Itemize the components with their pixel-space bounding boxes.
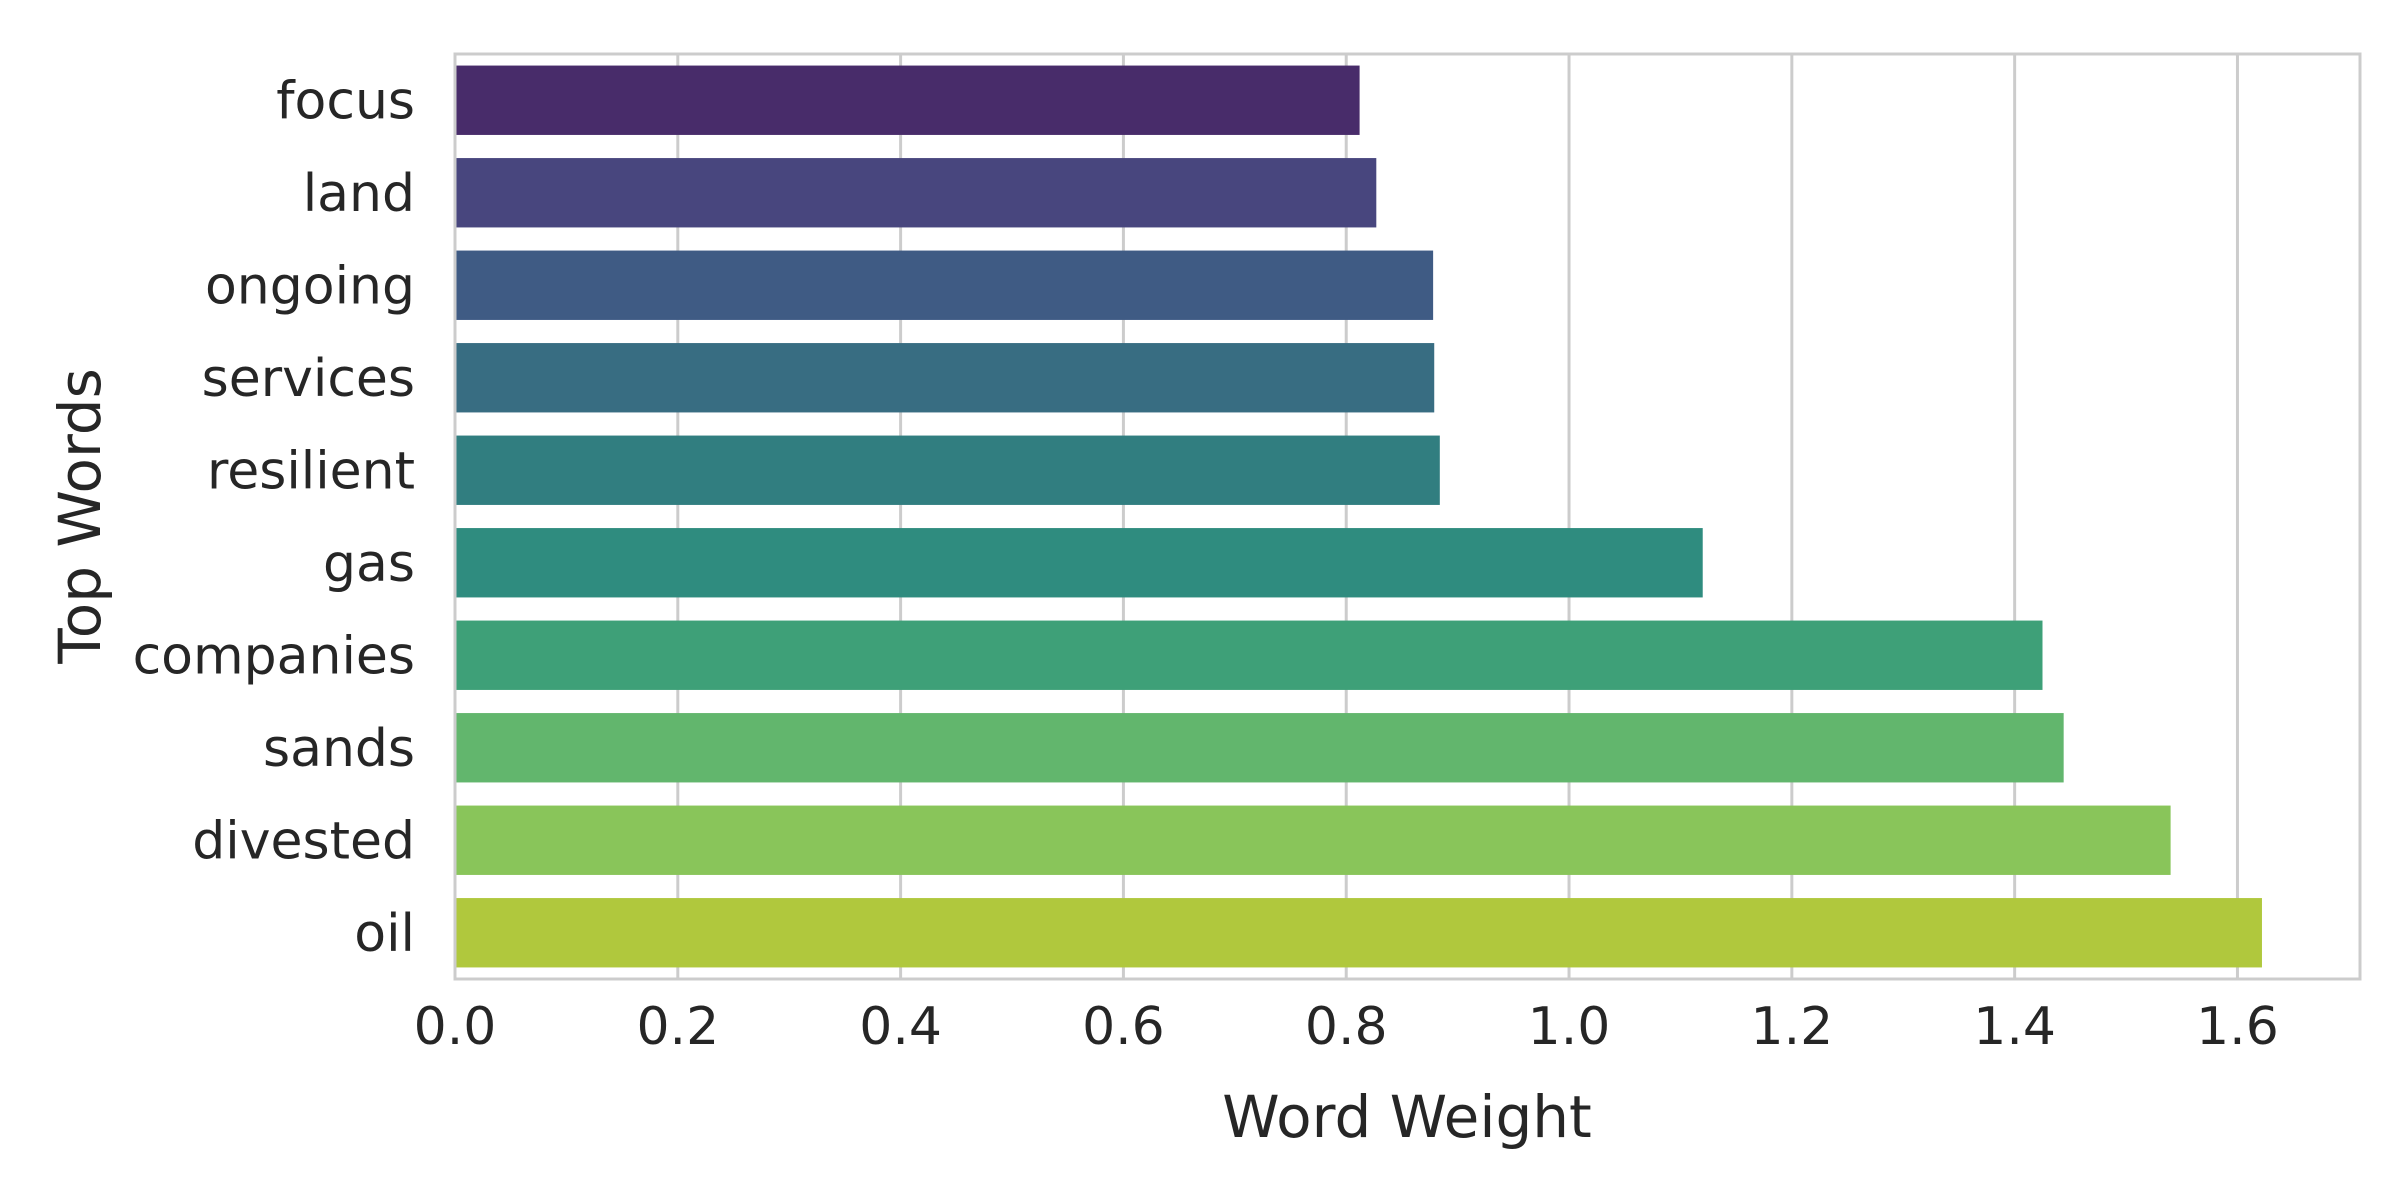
y-axis-title: Top Words	[46, 368, 114, 665]
y-tick-label-oil: oil	[354, 904, 415, 964]
bar-focus	[455, 65, 1360, 135]
plot-frame	[453, 52, 2362, 981]
bar-oil	[455, 898, 2262, 968]
x-tick-label: 1.2	[1750, 997, 1833, 1057]
bar-ongoing	[455, 250, 1434, 320]
x-tick-label: 1.6	[2196, 997, 2279, 1057]
bar-gas	[455, 528, 1703, 598]
y-tick-label-sands: sands	[263, 719, 415, 779]
bar-services	[455, 343, 1435, 413]
y-tick-label-ongoing: ongoing	[205, 256, 415, 316]
x-tick-label: 0.0	[414, 997, 497, 1057]
y-tick-label-land: land	[303, 164, 415, 224]
y-tick-label-divested: divested	[192, 811, 415, 871]
bars	[455, 65, 2262, 968]
y-tick-label-focus: focus	[276, 71, 415, 131]
x-tick-label: 1.4	[1973, 997, 2056, 1057]
bar-resilient	[455, 435, 1440, 505]
bar-companies	[455, 620, 2043, 690]
x-tick-label: 0.2	[636, 997, 719, 1057]
y-tick-label-resilient: resilient	[207, 441, 415, 501]
x-tick-label: 1.0	[1528, 997, 1611, 1057]
y-tick-labels: focus land ongoing services resilient gas comp…	[133, 71, 415, 964]
y-tick-label-companies: companies	[133, 626, 415, 686]
x-axis-title: Word Weight	[1222, 1083, 1592, 1151]
x-tick-label: 0.6	[1082, 997, 1165, 1057]
x-tick-label: 0.8	[1305, 997, 1388, 1057]
x-tick-label: 0.4	[859, 997, 942, 1057]
bar-sands	[455, 713, 2064, 783]
y-tick-label-gas: gas	[323, 534, 415, 594]
x-tick-labels: 0.0 0.2 0.4 0.6 0.8 1.0 1.2 1.4 1.6	[414, 997, 2279, 1057]
bar-land	[455, 158, 1377, 228]
bar-divested	[455, 805, 2171, 875]
y-tick-label-services: services	[202, 349, 415, 409]
